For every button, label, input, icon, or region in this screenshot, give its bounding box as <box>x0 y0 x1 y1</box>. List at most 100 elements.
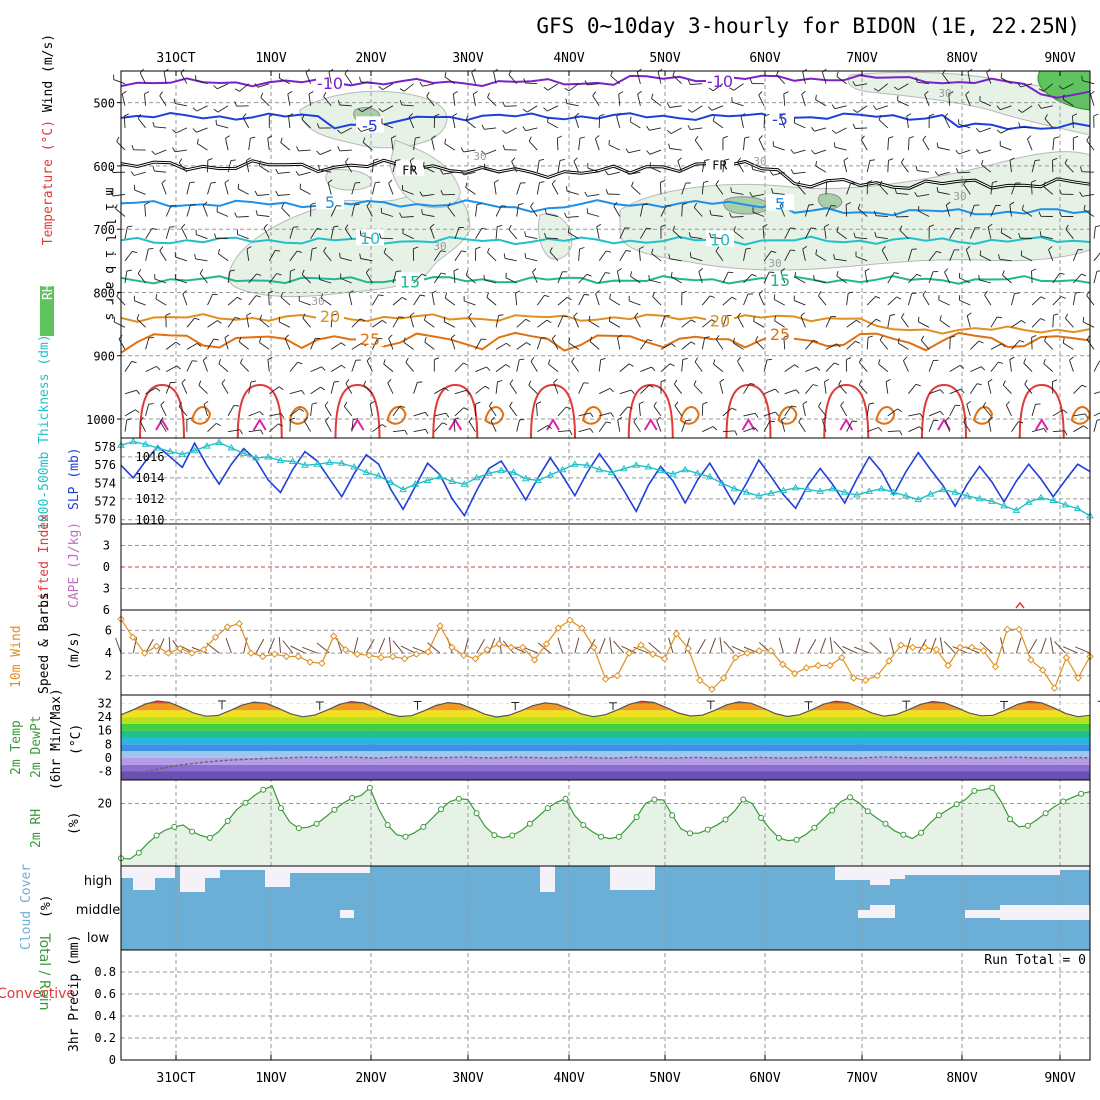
wind-barb-flag <box>1084 413 1089 419</box>
wind-speed-marker <box>968 643 976 652</box>
wind-barb-flag <box>771 188 774 194</box>
wind-barb-flag <box>545 208 547 214</box>
wind-barb-flag <box>1081 75 1083 81</box>
wind-barb <box>463 149 476 153</box>
wind-barb-flag <box>369 401 375 405</box>
wind-barb <box>413 294 421 306</box>
wind-barb-flag <box>345 157 349 163</box>
wind-barb-10m <box>157 638 165 654</box>
wind-barb-flag <box>311 247 318 250</box>
wind-barb <box>887 272 895 284</box>
wind-barb-flag <box>357 108 363 113</box>
thickness-marker <box>620 464 628 472</box>
thickness-marker <box>632 461 641 468</box>
wind-barb-flag <box>834 362 840 366</box>
wind-barb <box>136 318 146 328</box>
wind-barb-flag <box>278 73 281 79</box>
wind-barb-10m <box>648 642 662 654</box>
wind-barb-flag <box>381 424 387 428</box>
wind-barb-flag <box>824 379 830 383</box>
rh-area <box>121 785 1090 866</box>
wind-barb <box>937 191 950 195</box>
wind-barb <box>199 273 208 284</box>
wind-barb-flag <box>404 430 408 435</box>
wind-barb-flag <box>295 171 300 176</box>
rh-tick-label: 20 <box>98 796 112 810</box>
wind-barb-flag <box>194 317 200 321</box>
wind-barb-flag <box>1043 336 1047 341</box>
wind-barb-flag <box>762 224 768 228</box>
wind-barb-flag <box>982 402 987 407</box>
wind-barb <box>758 139 765 151</box>
wind-barb <box>242 117 250 129</box>
thickness-marker <box>521 474 530 482</box>
wind-barb <box>537 319 548 328</box>
wind-barb-flag <box>605 421 612 424</box>
wind-barb <box>949 249 955 261</box>
wind-barb <box>484 279 497 284</box>
wind-barb-flag <box>648 384 654 388</box>
wind-barb-flag <box>711 319 717 323</box>
wind-barb-flag <box>914 191 918 197</box>
wind-barb <box>784 249 791 262</box>
wind-barb-flag <box>919 426 924 431</box>
wind-speed-marker <box>140 649 149 657</box>
wind-barb-flag <box>399 405 406 408</box>
wind-barb-flag <box>403 337 406 343</box>
wind-barb-flag <box>408 113 414 118</box>
wind-barb-flag <box>484 385 490 390</box>
wind-barb <box>1009 160 1012 173</box>
wind-barb-flag <box>588 315 591 321</box>
wind-barb <box>752 211 765 217</box>
wind-barb-flag <box>468 417 473 422</box>
wind-barb-flag <box>672 225 676 231</box>
wind-barb <box>203 404 208 417</box>
cloud-gap <box>290 866 370 873</box>
wind-barb-10m <box>697 638 706 654</box>
wind-barb <box>701 403 704 416</box>
thickness-marker <box>828 484 837 492</box>
wind-barb <box>753 321 765 328</box>
wind-barb-flag <box>465 115 469 121</box>
wind-barb <box>509 405 518 417</box>
wind-barb-flag <box>424 337 427 343</box>
wind-barb <box>464 300 476 306</box>
rh-marker <box>900 831 907 838</box>
wind-barb-flag <box>1001 343 1006 348</box>
wind-barb <box>186 317 195 328</box>
wind-barb-10m <box>392 640 404 654</box>
wind-barb <box>970 366 982 373</box>
wind-barb-flag <box>299 408 305 412</box>
wind-barb <box>690 236 703 240</box>
wind-barb-flag <box>1017 82 1021 88</box>
wind-barb <box>114 321 126 328</box>
wind-barb-flag <box>475 246 481 250</box>
wind-barb <box>740 116 744 128</box>
wind-barb-flag <box>116 136 120 142</box>
wind-barb <box>369 404 373 416</box>
wind-barb-flag <box>234 88 240 92</box>
wind-barb <box>422 213 435 217</box>
wind-barb-flag <box>852 123 856 129</box>
cloud-gap <box>133 866 155 890</box>
wind-barb-flag <box>178 158 183 164</box>
wind-speed-marker <box>294 652 303 661</box>
wind-tick-label: 2 <box>105 669 112 683</box>
wind-barb <box>599 412 611 417</box>
wind-barb <box>124 409 136 417</box>
wind-barb <box>269 423 279 433</box>
wind-barb-flag <box>341 364 346 369</box>
wind-barb-flag <box>1017 109 1023 113</box>
wind-barb-10m <box>115 637 122 654</box>
wind-barb-flag <box>203 400 209 405</box>
wind-barb <box>345 161 353 173</box>
wind-barb-flag <box>959 365 965 369</box>
wind-barb-flag <box>616 113 621 117</box>
wind-barb <box>634 316 641 328</box>
wind-barb <box>475 385 486 395</box>
wind-barb <box>917 170 930 173</box>
wind-barb <box>289 408 300 417</box>
wind-barb <box>237 188 249 195</box>
wind-barb <box>793 171 806 175</box>
wind-barb <box>965 94 971 106</box>
